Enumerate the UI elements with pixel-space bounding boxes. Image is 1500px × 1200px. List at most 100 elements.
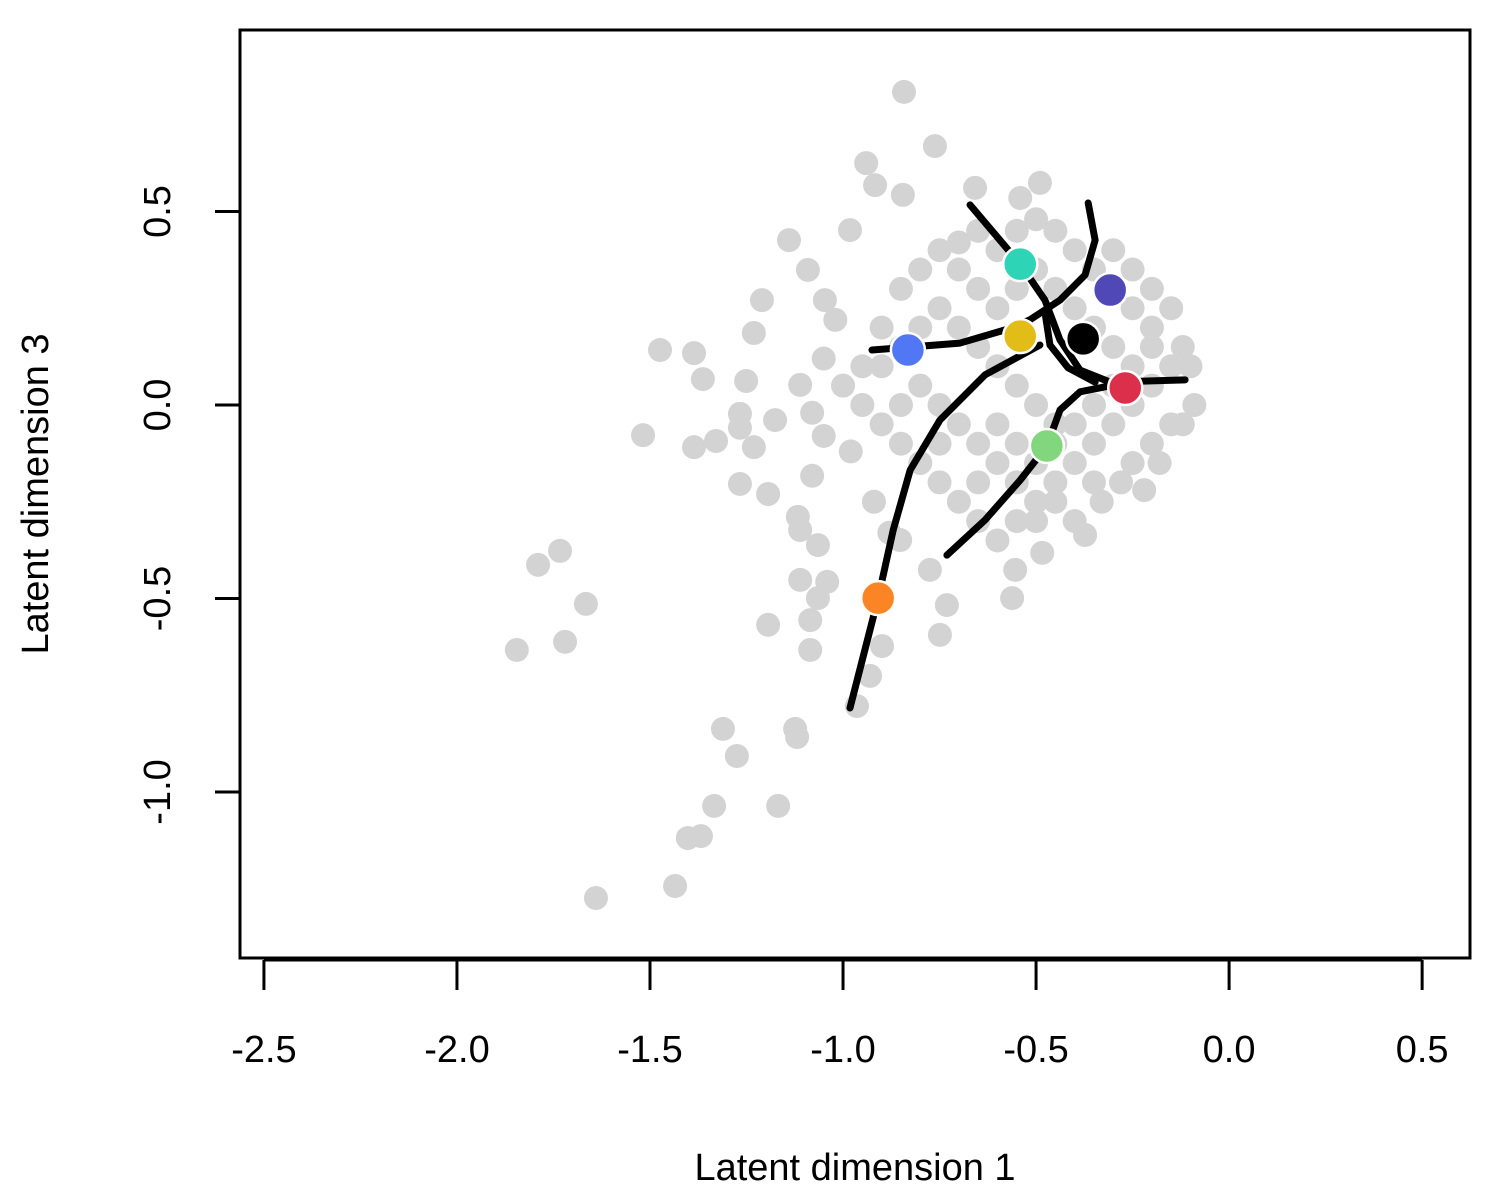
x-tick-label: -2.5 (231, 1029, 296, 1071)
point (727, 471, 752, 496)
point (966, 276, 991, 301)
point (795, 257, 820, 282)
point (800, 400, 825, 425)
point (1159, 354, 1184, 379)
point (858, 663, 883, 688)
point (648, 338, 673, 363)
point (1024, 207, 1049, 232)
x-tick-label: -1.5 (617, 1029, 682, 1071)
point (811, 346, 836, 371)
point (724, 743, 749, 768)
y-tick-label: 0.0 (137, 379, 179, 432)
point (1120, 296, 1145, 321)
point (850, 392, 875, 417)
point (1008, 185, 1033, 210)
point (1004, 218, 1029, 243)
center-point (1028, 427, 1066, 465)
point (946, 489, 971, 514)
point (690, 367, 715, 392)
point (1027, 170, 1052, 195)
point (756, 482, 781, 506)
point (1182, 392, 1207, 417)
point (1139, 315, 1164, 340)
point (908, 257, 933, 282)
point (785, 725, 810, 750)
point (1024, 489, 1049, 514)
y-tick-label: 0.5 (137, 185, 179, 238)
point (823, 307, 848, 332)
point (727, 415, 752, 440)
point (763, 408, 788, 433)
point (741, 321, 766, 346)
point (682, 435, 707, 460)
point (1004, 431, 1029, 456)
point (922, 134, 947, 159)
point (504, 637, 529, 662)
point (1139, 431, 1164, 456)
point (734, 368, 759, 393)
point (1062, 412, 1087, 437)
point (927, 470, 952, 495)
point (749, 288, 774, 313)
y-tick-label: -0.5 (137, 566, 179, 631)
point (831, 373, 856, 398)
point (1003, 557, 1028, 582)
center-point (889, 331, 927, 369)
point (927, 622, 952, 647)
point (805, 533, 830, 558)
point (927, 431, 952, 456)
point (682, 341, 707, 366)
point (1062, 238, 1087, 263)
y-axis-label: Latent dimension 3 (15, 333, 57, 654)
point (526, 552, 551, 577)
point (800, 463, 825, 488)
x-tick-label: -0.5 (1003, 1029, 1068, 1071)
point (688, 824, 713, 849)
center-point (1106, 369, 1144, 407)
point (1108, 470, 1133, 495)
point (1062, 509, 1087, 534)
point (1132, 478, 1157, 503)
point (1101, 334, 1126, 359)
point (892, 79, 917, 104)
point (946, 230, 971, 255)
point (1030, 540, 1055, 565)
point (1159, 296, 1184, 321)
point (850, 354, 875, 379)
points (504, 79, 1207, 911)
centers (859, 245, 1144, 617)
point (869, 354, 894, 379)
point (863, 173, 888, 198)
point (583, 886, 608, 911)
point (870, 634, 895, 659)
point (966, 470, 991, 495)
center-point (1064, 320, 1102, 358)
point (869, 412, 894, 437)
point (548, 538, 573, 563)
point (1000, 586, 1025, 611)
center-point (859, 579, 897, 617)
point (1081, 392, 1106, 417)
center-point (1001, 245, 1039, 283)
point (798, 637, 823, 662)
point (1081, 470, 1106, 495)
point (917, 557, 942, 582)
point (1024, 392, 1049, 417)
center-point (1001, 317, 1039, 355)
point (1101, 412, 1126, 437)
point (837, 218, 862, 243)
point (1120, 451, 1145, 476)
point (631, 423, 656, 448)
point (663, 874, 688, 899)
point (927, 238, 952, 263)
y-tick-label: -1.0 (137, 759, 179, 824)
center-point (1091, 271, 1129, 309)
point (927, 296, 952, 321)
point (1081, 431, 1106, 456)
x-tick-label: -2.0 (424, 1029, 489, 1071)
point (1170, 334, 1195, 359)
point (888, 392, 913, 417)
point (946, 315, 971, 340)
point (798, 608, 823, 633)
